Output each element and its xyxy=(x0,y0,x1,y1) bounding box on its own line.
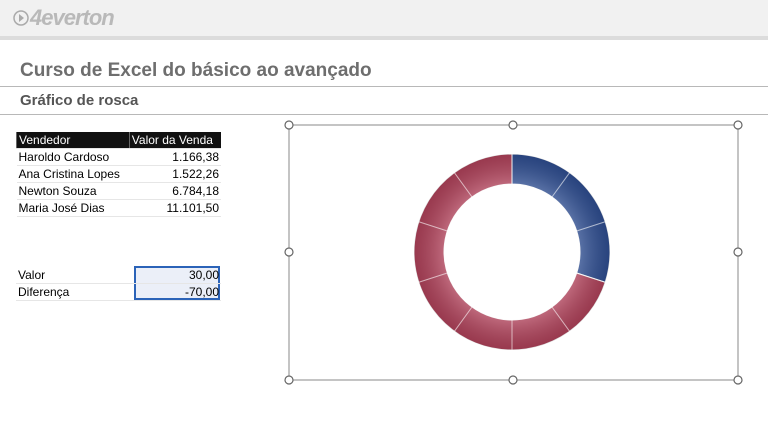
logo: 4everton xyxy=(30,5,115,30)
table-cell[interactable]: 1.166,38 xyxy=(129,148,221,166)
segment-divider xyxy=(576,272,606,283)
page-subtitle: Gráfico de rosca xyxy=(20,92,139,109)
table-row: Ana Cristina Lopes 1.522,26 xyxy=(16,165,221,183)
table-row: Newton Souza 6.784,18 xyxy=(16,182,221,200)
resize-handle xyxy=(284,375,294,385)
resize-handle xyxy=(733,375,743,385)
segment-divider xyxy=(453,172,473,198)
table-row: Valor 30,00 xyxy=(16,267,221,284)
sales-table: Vendedor Valor da Venda Haroldo Cardoso 1.… xyxy=(16,132,221,217)
resize-handle xyxy=(284,247,294,257)
segment-divider xyxy=(418,221,448,232)
table-cell[interactable]: Valor xyxy=(16,267,138,284)
resize-handle xyxy=(733,247,743,257)
segment-divider xyxy=(551,172,571,198)
logo-icon xyxy=(13,10,29,26)
resize-handle xyxy=(733,120,743,130)
resize-handle xyxy=(284,120,294,130)
table-cell[interactable]: Maria José Dias xyxy=(16,199,130,217)
table-cell[interactable]: 30,00 xyxy=(137,267,221,284)
table-row: Diferença -70,00 xyxy=(16,283,221,301)
shading xyxy=(413,154,610,350)
segment-divider xyxy=(551,306,571,332)
divider xyxy=(0,114,768,115)
segment-divider xyxy=(453,306,473,332)
segment-divider xyxy=(418,272,448,283)
resize-handle xyxy=(508,120,518,130)
table-cell[interactable]: Haroldo Cardoso xyxy=(16,148,130,166)
table-row: Maria José Dias 11.101,50 xyxy=(16,199,221,217)
column-header: Valor da Venda xyxy=(128,132,221,149)
segment-divider xyxy=(576,221,606,232)
table-cell[interactable]: Diferença xyxy=(16,283,138,301)
column-header: Vendedor xyxy=(16,132,130,149)
table-cell[interactable]: -70,00 xyxy=(137,283,221,301)
table-cell[interactable]: 6.784,18 xyxy=(129,182,221,200)
table-cell[interactable]: Newton Souza xyxy=(16,182,130,200)
top-bar: 4everton xyxy=(0,0,768,40)
table-row: Haroldo Cardoso 1.166,38 xyxy=(16,148,221,166)
table-cell[interactable]: 11.101,50 xyxy=(129,199,221,217)
page-title: Curso de Excel do básico ao avançado xyxy=(20,60,372,81)
table-cell[interactable]: 1.522,26 xyxy=(129,165,221,183)
table-cell[interactable]: Ana Cristina Lopes xyxy=(16,165,130,183)
calc-table: Valor 30,00 Diferença -70,00 xyxy=(16,267,221,301)
divider xyxy=(0,86,768,87)
resize-handle xyxy=(508,375,518,385)
